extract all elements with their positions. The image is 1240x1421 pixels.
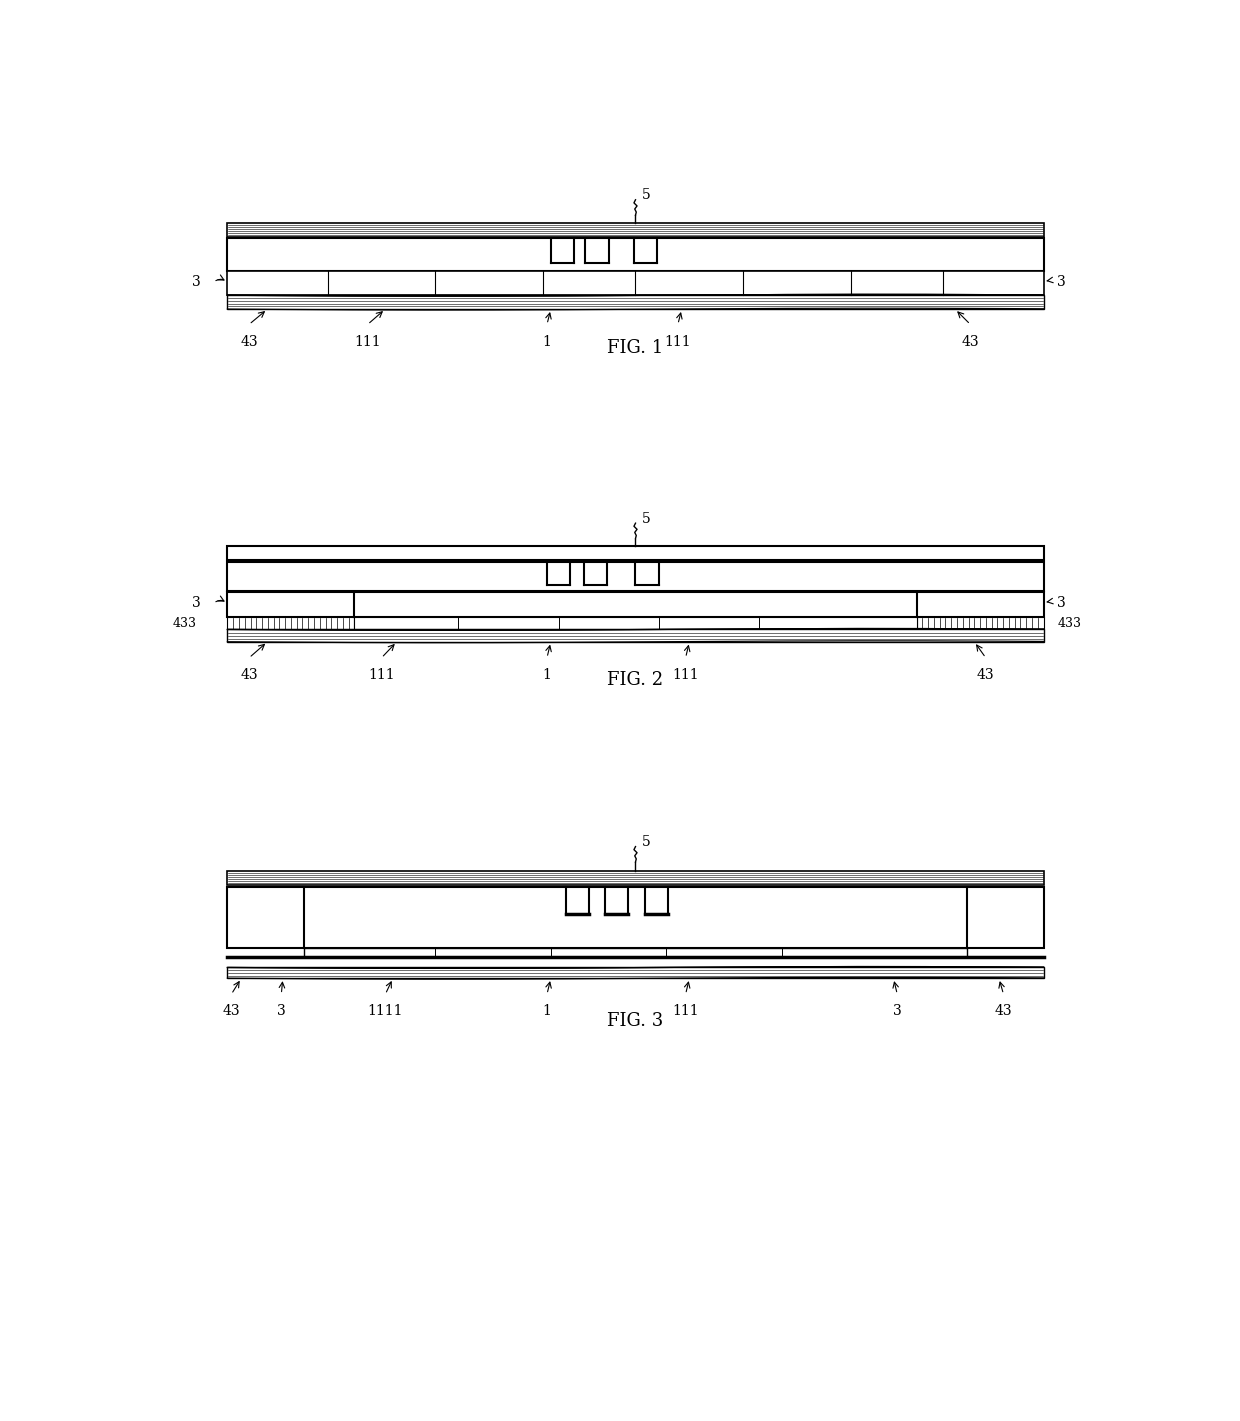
Text: 1111: 1111 [367,1005,403,1019]
Text: 43: 43 [241,668,258,682]
Text: 433: 433 [1058,617,1081,630]
Bar [227,968,1044,978]
Bar [227,887,1044,948]
Text: 5: 5 [641,836,651,848]
Text: 1: 1 [543,668,552,682]
Bar [916,617,1044,630]
Text: 111: 111 [672,1005,699,1019]
Text: FIG. 2: FIG. 2 [608,671,663,689]
Bar [227,239,1044,270]
Text: 43: 43 [994,1005,1012,1019]
Text: 3: 3 [192,597,201,610]
Text: FIG. 1: FIG. 1 [608,338,663,357]
Text: 3: 3 [1058,276,1066,288]
Text: 3: 3 [893,1005,901,1019]
Bar [227,296,1044,310]
Bar [355,617,916,630]
Bar [227,871,1044,885]
Bar [227,561,1044,591]
Text: 43: 43 [977,668,994,682]
Text: 111: 111 [355,334,381,348]
Text: 5: 5 [641,188,651,202]
Text: 1: 1 [543,1005,552,1019]
Text: 3: 3 [192,276,201,288]
Text: 43: 43 [241,334,258,348]
Text: 111: 111 [672,668,699,682]
Bar [227,270,1044,296]
Bar [227,546,1044,560]
Bar [227,617,355,630]
Text: 111: 111 [368,668,394,682]
Text: 433: 433 [172,617,197,630]
Text: 111: 111 [665,334,691,348]
Text: 5: 5 [641,512,651,526]
Bar [227,630,1044,642]
Text: 43: 43 [962,334,980,348]
Text: 3: 3 [1058,597,1066,610]
Bar [227,223,1044,237]
Bar [227,593,1044,617]
Text: 43: 43 [222,1005,241,1019]
Text: FIG. 3: FIG. 3 [608,1012,663,1030]
Bar [304,948,967,958]
Text: 1: 1 [543,334,552,348]
Text: 3: 3 [277,1005,285,1019]
